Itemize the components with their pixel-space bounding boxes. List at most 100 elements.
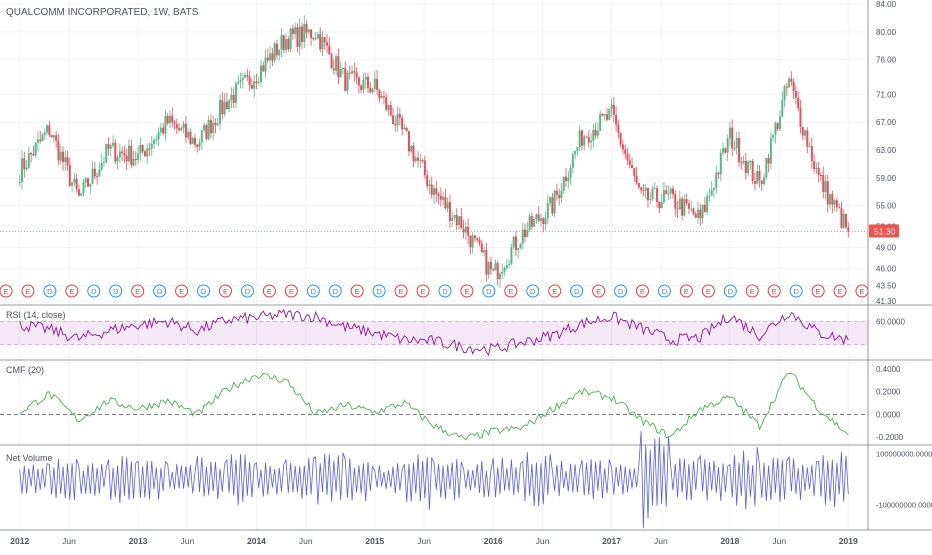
- price-candle: [50, 134, 53, 138]
- price-candle: [535, 213, 538, 224]
- price-candle: [594, 122, 597, 140]
- earnings-marker[interactable]: E: [855, 284, 869, 298]
- price-candle: [822, 166, 825, 199]
- net-volume-tick-label: -100000000.0000: [876, 501, 932, 510]
- price-candle: [528, 213, 531, 232]
- dividend-marker[interactable]: D: [153, 284, 167, 298]
- svg-text:E: E: [464, 287, 469, 296]
- price-candle: [806, 127, 809, 154]
- dividend-marker[interactable]: D: [482, 284, 496, 298]
- dividend-marker[interactable]: D: [723, 284, 737, 298]
- dividend-marker[interactable]: D: [570, 284, 584, 298]
- price-candle: [159, 123, 162, 136]
- price-candle: [635, 166, 638, 185]
- price-candle: [831, 190, 834, 214]
- earnings-marker[interactable]: E: [416, 284, 430, 298]
- price-candle: [565, 167, 568, 187]
- price-candle: [212, 115, 215, 141]
- dividend-marker[interactable]: D: [789, 284, 803, 298]
- earnings-marker[interactable]: E: [284, 284, 298, 298]
- price-candle: [139, 137, 142, 161]
- price-candle: [423, 155, 426, 179]
- price-candle: [143, 149, 146, 157]
- price-candle: [485, 242, 488, 283]
- price-candle: [182, 120, 185, 134]
- earnings-marker[interactable]: E: [460, 284, 474, 298]
- price-candle: [250, 78, 253, 90]
- price-candle: [123, 145, 126, 163]
- price-candle: [824, 174, 827, 200]
- price-candle: [512, 236, 515, 250]
- price-candle: [697, 201, 700, 225]
- price-candle: [444, 188, 447, 210]
- price-candle: [526, 221, 529, 238]
- dividend-marker[interactable]: D: [372, 284, 386, 298]
- price-candle: [262, 61, 265, 72]
- price-candle: [314, 32, 317, 41]
- price-candle: [715, 165, 718, 194]
- dividend-marker[interactable]: D: [526, 284, 540, 298]
- earnings-marker[interactable]: E: [262, 284, 276, 298]
- earnings-marker[interactable]: E: [350, 284, 364, 298]
- price-candle: [351, 65, 354, 75]
- dividend-marker[interactable]: D: [438, 284, 452, 298]
- price-candle: [649, 191, 652, 205]
- earnings-marker[interactable]: E: [679, 284, 693, 298]
- svg-text:E: E: [355, 287, 360, 296]
- dividend-marker[interactable]: D: [87, 284, 101, 298]
- price-candle: [740, 156, 743, 170]
- price-candle: [378, 88, 381, 103]
- price-candle: [36, 131, 39, 151]
- dividend-marker[interactable]: D: [306, 284, 320, 298]
- price-candle: [64, 150, 67, 171]
- price-candle: [410, 144, 413, 154]
- dividend-marker[interactable]: D: [657, 284, 671, 298]
- earnings-marker[interactable]: E: [175, 284, 189, 298]
- price-candle: [260, 59, 263, 88]
- price-candle: [216, 117, 219, 127]
- earnings-marker[interactable]: E: [811, 284, 825, 298]
- earnings-marker[interactable]: E: [218, 284, 232, 298]
- earnings-marker[interactable]: E: [767, 284, 781, 298]
- earnings-marker[interactable]: E: [131, 284, 145, 298]
- price-candle: [546, 194, 549, 225]
- dividend-marker[interactable]: D: [614, 284, 628, 298]
- svg-text:D: D: [574, 287, 580, 296]
- price-candle: [448, 195, 451, 228]
- dividend-marker[interactable]: D: [197, 284, 211, 298]
- dividend-marker[interactable]: D: [240, 284, 254, 298]
- price-candle: [166, 113, 169, 126]
- earnings-marker[interactable]: E: [592, 284, 606, 298]
- earnings-marker[interactable]: E: [548, 284, 562, 298]
- price-tick-label: 49.00: [876, 243, 897, 252]
- price-candle: [685, 193, 688, 206]
- price-candle: [328, 37, 331, 55]
- earnings-marker[interactable]: E: [636, 284, 650, 298]
- earnings-marker[interactable]: E: [21, 284, 35, 298]
- price-candle: [708, 188, 711, 203]
- dividend-marker[interactable]: D: [328, 284, 342, 298]
- x-tick-label: 2017: [602, 536, 621, 546]
- earnings-marker[interactable]: E: [65, 284, 79, 298]
- price-candle: [230, 87, 233, 109]
- earnings-marker[interactable]: E: [504, 284, 518, 298]
- earnings-marker[interactable]: E: [701, 284, 715, 298]
- price-candle: [815, 162, 818, 174]
- svg-text:D: D: [376, 287, 382, 296]
- price-candle: [462, 219, 465, 239]
- svg-text:E: E: [69, 287, 74, 296]
- price-candle: [778, 110, 781, 132]
- price-candle: [451, 211, 454, 227]
- dividend-marker[interactable]: D: [109, 284, 123, 298]
- earnings-marker[interactable]: E: [833, 284, 847, 298]
- earnings-marker[interactable]: E: [745, 284, 759, 298]
- earnings-marker[interactable]: E: [0, 284, 13, 298]
- earnings-marker[interactable]: E: [394, 284, 408, 298]
- price-candle: [141, 144, 144, 154]
- price-candle: [75, 173, 78, 193]
- dividend-marker[interactable]: D: [43, 284, 57, 298]
- price-candle: [455, 208, 458, 231]
- price-tick-label: 55.00: [876, 202, 897, 211]
